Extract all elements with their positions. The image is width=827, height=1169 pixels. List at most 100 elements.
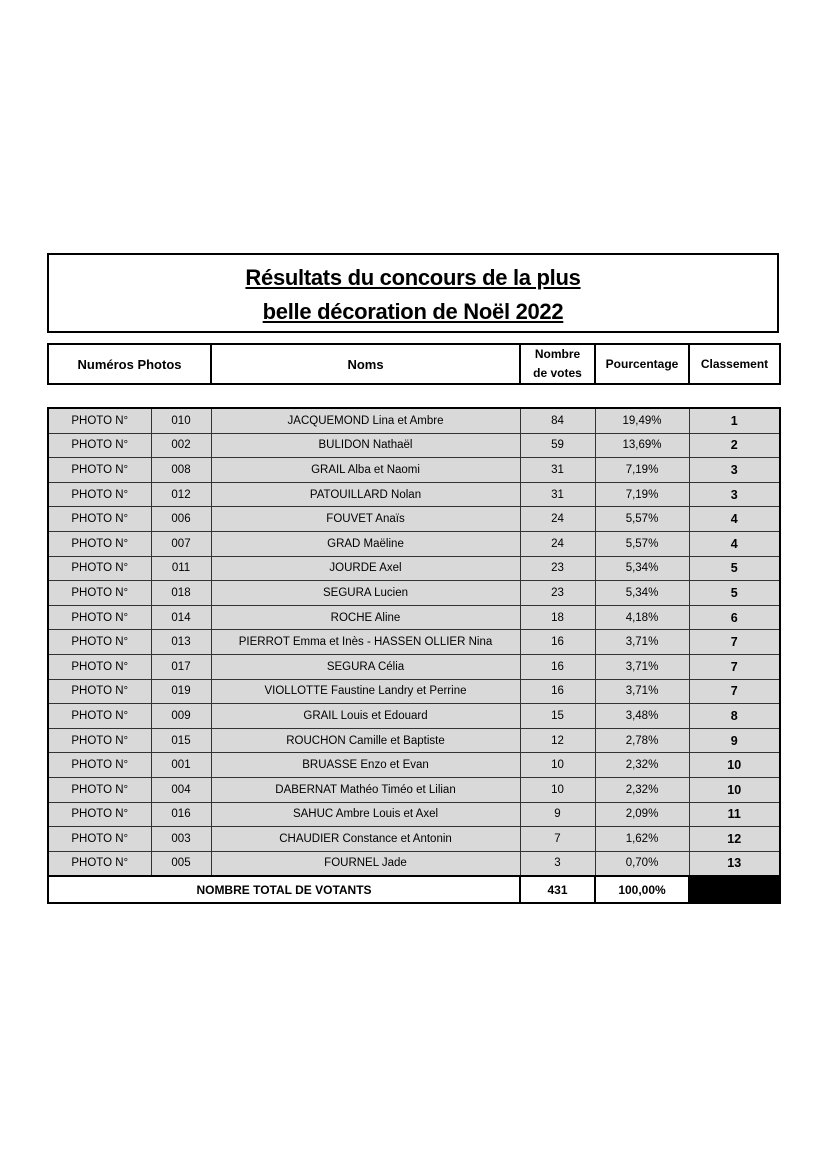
photo-label-cell: PHOTO N°: [47, 752, 152, 778]
votes-cell: 10: [519, 776, 596, 803]
percentage-cell: 5,34%: [594, 555, 690, 582]
names-cell: GRAIL Alba et Naomi: [210, 457, 521, 483]
percentage-cell: 2,32%: [594, 776, 690, 803]
rank-cell: 8: [688, 703, 781, 729]
names-cell: GRAIL Louis et Edouard: [210, 703, 521, 729]
names-cell: JACQUEMOND Lina et Ambre: [210, 407, 521, 434]
votes-cell: 16: [519, 678, 596, 705]
votes-cell: 24: [519, 506, 596, 532]
names-cell: VIOLLOTTE Faustine Landry et Perrine: [210, 678, 521, 705]
percentage-cell: 3,48%: [594, 703, 690, 729]
names-cell: PATOUILLARD Nolan: [210, 481, 521, 508]
total-row: NOMBRE TOTAL DE VOTANTS 431 100,00%: [47, 875, 781, 905]
votes-cell: 24: [519, 530, 596, 557]
rank-cell: 13: [688, 850, 781, 877]
rank-cell: 9: [688, 727, 781, 754]
votes-cell: 3: [519, 850, 596, 877]
votes-cell: 16: [519, 653, 596, 680]
rank-cell: 7: [688, 678, 781, 705]
votes-cell: 84: [519, 407, 596, 434]
header-names: Noms: [210, 343, 521, 385]
photo-label-cell: PHOTO N°: [47, 530, 152, 557]
rank-cell: 6: [688, 604, 781, 631]
table-row: PHOTO N° 012 PATOUILLARD Nolan 31 7,19% 3: [47, 481, 781, 508]
table-row: PHOTO N° 002 BULIDON Nathaël 59 13,69% 2: [47, 432, 781, 459]
percentage-cell: 7,19%: [594, 481, 690, 508]
header-percent: Pourcentage: [594, 343, 690, 385]
photo-number-cell: 018: [150, 580, 212, 606]
names-cell: SEGURA Célia: [210, 653, 521, 680]
photo-number-cell: 006: [150, 506, 212, 532]
results-table: PHOTO N° 010 JACQUEMOND Lina et Ambre 84 19,…: [47, 407, 781, 905]
photo-label-cell: PHOTO N°: [47, 506, 152, 532]
header-rank: Classement: [688, 343, 781, 385]
header-photos: Numéros Photos: [47, 343, 212, 385]
photo-label-cell: PHOTO N°: [47, 432, 152, 459]
table-row: PHOTO N° 001 BRUASSE Enzo et Evan 10 2,32% 10: [47, 752, 781, 778]
header-table: Numéros Photos Noms Nombre de votes Pourc…: [47, 343, 781, 385]
names-cell: SEGURA Lucien: [210, 580, 521, 606]
title-box: Résultats du concours de la plus belle d…: [47, 253, 779, 333]
percentage-cell: 2,32%: [594, 752, 690, 778]
total-votes: 431: [519, 875, 596, 905]
table-row: PHOTO N° 006 FOUVET Anaïs 24 5,57% 4: [47, 506, 781, 532]
photo-number-cell: 016: [150, 801, 212, 828]
photo-number-cell: 015: [150, 727, 212, 754]
percentage-cell: 3,71%: [594, 678, 690, 705]
photo-label-cell: PHOTO N°: [47, 629, 152, 655]
title-line-1: Résultats du concours de la plus: [245, 265, 581, 290]
names-cell: ROUCHON Camille et Baptiste: [210, 727, 521, 754]
rank-cell: 10: [688, 776, 781, 803]
photo-number-cell: 019: [150, 678, 212, 705]
votes-cell: 12: [519, 727, 596, 754]
votes-cell: 15: [519, 703, 596, 729]
votes-cell: 31: [519, 457, 596, 483]
votes-cell: 10: [519, 752, 596, 778]
photo-label-cell: PHOTO N°: [47, 407, 152, 434]
rank-cell: 10: [688, 752, 781, 778]
percentage-cell: 5,57%: [594, 506, 690, 532]
header-percent-label: Pourcentage: [605, 356, 679, 371]
photo-number-cell: 001: [150, 752, 212, 778]
rank-cell: 7: [688, 629, 781, 655]
names-cell: BRUASSE Enzo et Evan: [210, 752, 521, 778]
photo-label-cell: PHOTO N°: [47, 457, 152, 483]
total-percent: 100,00%: [594, 875, 690, 905]
title-line-2: belle décoration de Noël 2022: [262, 299, 564, 324]
percentage-cell: 5,34%: [594, 580, 690, 606]
photo-label-cell: PHOTO N°: [47, 481, 152, 508]
table-row: PHOTO N° 005 FOURNEL Jade 3 0,70% 13: [47, 850, 781, 877]
photo-label-cell: PHOTO N°: [47, 727, 152, 754]
rank-cell: 11: [688, 801, 781, 828]
photo-number-cell: 010: [150, 407, 212, 434]
votes-cell: 9: [519, 801, 596, 828]
votes-cell: 7: [519, 826, 596, 852]
table-row: PHOTO N° 019 VIOLLOTTE Faustine Landry et …: [47, 678, 781, 705]
table-row: PHOTO N° 008 GRAIL Alba et Naomi 31 7,19% 3: [47, 457, 781, 483]
table-row: PHOTO N° 011 JOURDE Axel 23 5,34% 5: [47, 555, 781, 582]
header-votes-line1: Nombre: [534, 347, 581, 361]
table-row: PHOTO N° 004 DABERNAT Mathéo Timéo et Lili…: [47, 776, 781, 803]
table-row: PHOTO N° 016 SAHUC Ambre Louis et Axel 9 2,0…: [47, 801, 781, 828]
names-cell: PIERROT Emma et Inès - HASSEN OLLIER Nin…: [210, 629, 521, 655]
header-votes: Nombre de votes: [519, 343, 596, 385]
names-cell: FOURNEL Jade: [210, 850, 521, 877]
rank-cell: 12: [688, 826, 781, 852]
table-row: PHOTO N° 007 GRAD Maëline 24 5,57% 4: [47, 530, 781, 557]
names-cell: DABERNAT Mathéo Timéo et Lilian: [210, 776, 521, 803]
photo-label-cell: PHOTO N°: [47, 703, 152, 729]
photo-label-cell: PHOTO N°: [47, 653, 152, 680]
header-rank-label: Classement: [700, 356, 769, 371]
names-cell: FOUVET Anaïs: [210, 506, 521, 532]
names-cell: ROCHE Aline: [210, 604, 521, 631]
table-row: PHOTO N° 017 SEGURA Célia 16 3,71% 7: [47, 653, 781, 680]
photo-label-cell: PHOTO N°: [47, 776, 152, 803]
rank-cell: 3: [688, 457, 781, 483]
rank-cell: 4: [688, 506, 781, 532]
photo-number-cell: 005: [150, 850, 212, 877]
photo-number-cell: 009: [150, 703, 212, 729]
photo-number-cell: 013: [150, 629, 212, 655]
percentage-cell: 4,18%: [594, 604, 690, 631]
percentage-cell: 1,62%: [594, 826, 690, 852]
photo-number-cell: 003: [150, 826, 212, 852]
